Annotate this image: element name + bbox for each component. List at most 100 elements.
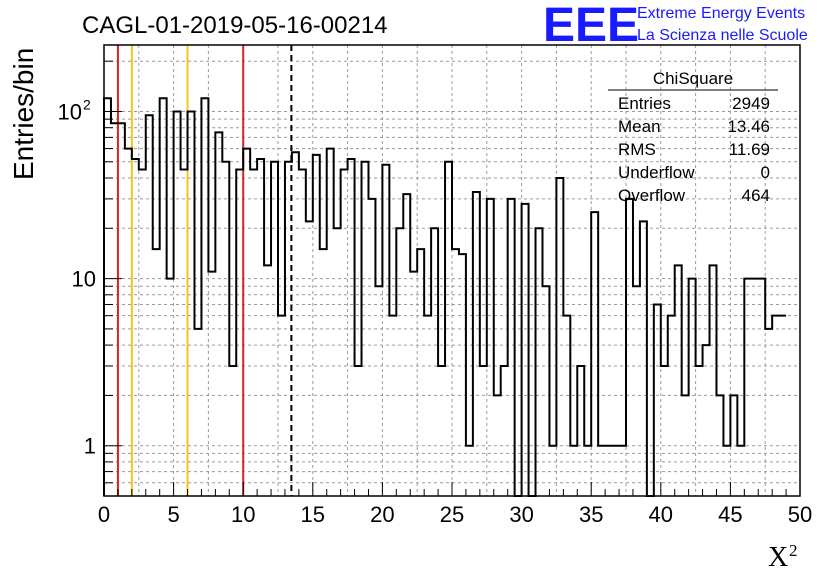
- histogram-bin: [556, 178, 563, 496]
- stats-row-value: 13.46: [727, 117, 770, 136]
- histogram-bin: [285, 162, 292, 496]
- histogram-bin: [696, 366, 703, 496]
- stats-row-label: RMS: [618, 140, 656, 159]
- x-tick-labels: 0 5 10 15 20 25 30 35 40 45 50: [98, 502, 812, 527]
- eee-logo-text: EEE: [543, 0, 639, 52]
- x-tick-label: 30: [509, 502, 533, 527]
- stats-rows: Entries 2949 Mean 13.46 RMS 11.69 Underflow 0 Ov…: [618, 94, 770, 205]
- histogram-bin: [174, 111, 181, 496]
- stats-row-value: 11.69: [729, 140, 770, 159]
- brand-logo: EEE Extreme Energy Events La Scienza nel…: [543, 0, 808, 52]
- histogram-bin: [320, 249, 327, 496]
- histogram-bin: [431, 228, 438, 496]
- x-axis-label-base: X: [768, 542, 788, 572]
- x-tick-label: 0: [98, 502, 110, 527]
- histogram-bin: [737, 446, 744, 496]
- histogram-bin: [723, 446, 730, 496]
- histogram-bin: [111, 123, 118, 496]
- histogram-bin: [417, 249, 424, 496]
- histogram-bin: [306, 221, 313, 496]
- histogram-bin: [640, 221, 647, 496]
- histogram-bin: [612, 446, 619, 496]
- histogram-bin: [549, 446, 556, 496]
- histogram-bin: [584, 446, 591, 496]
- histogram-bin: [257, 159, 264, 496]
- histogram-bin: [243, 149, 250, 496]
- x-tick-label: 45: [718, 502, 742, 527]
- histogram-bin: [487, 199, 494, 496]
- brand-line-1: Extreme Energy Events: [637, 5, 805, 22]
- histogram-bars: [103, 97, 787, 497]
- histogram-bin: [236, 169, 243, 496]
- x-tick-label: 5: [167, 502, 179, 527]
- x-tick-label: 50: [788, 502, 812, 527]
- stats-row-value: 2949: [732, 94, 770, 113]
- stats-box: ChiSquare Entries 2949 Mean 13.46 RMS 11.69 Un…: [608, 69, 778, 205]
- stats-row-value: 0: [761, 163, 770, 182]
- histogram-bin: [118, 123, 125, 496]
- histogram-bin: [633, 286, 640, 496]
- histogram-bin: [751, 279, 758, 496]
- histogram-bin: [313, 155, 320, 496]
- histogram-bin: [494, 395, 501, 496]
- histogram-bin: [570, 446, 577, 496]
- brand-line-2: La Scienza nelle Scuole: [637, 27, 808, 44]
- histogram-bin: [452, 249, 459, 496]
- histogram-bin: [264, 265, 271, 496]
- histogram-bin: [188, 111, 195, 496]
- histogram-bin: [375, 286, 382, 496]
- histogram-bin: [299, 169, 306, 496]
- histogram-bin: [167, 279, 174, 496]
- x-tick-label: 15: [301, 502, 325, 527]
- histogram-bin: [368, 199, 375, 496]
- histogram-bin: [765, 329, 772, 496]
- histogram-bin: [779, 316, 786, 496]
- histogram-bin: [758, 279, 765, 496]
- histogram-bin: [661, 366, 668, 496]
- x-axis-label-sup: 2: [789, 541, 798, 560]
- stats-row-label: Mean: [618, 117, 661, 136]
- histogram-bin: [104, 98, 111, 496]
- histogram-bin: [348, 159, 355, 496]
- histogram-bin: [292, 152, 299, 496]
- chart-title: CAGL-01-2019-05-16-00214: [82, 12, 388, 39]
- histogram-bin: [501, 366, 508, 496]
- histogram-bin: [229, 366, 236, 496]
- histogram-bin: [396, 228, 403, 496]
- histogram-bin: [703, 345, 710, 496]
- histogram-bin: [132, 159, 139, 496]
- x-axis-label: X 2: [768, 541, 798, 572]
- histogram-bin: [591, 212, 598, 496]
- histogram-bin: [208, 272, 215, 496]
- histogram-bin: [445, 162, 452, 496]
- histogram-bin: [278, 316, 285, 496]
- histogram-bin: [146, 115, 153, 496]
- histogram-bin: [222, 162, 229, 496]
- histogram-bin: [772, 316, 779, 496]
- histogram-bin: [181, 169, 188, 496]
- histogram-bin: [675, 265, 682, 496]
- axis-ticks: [103, 60, 801, 496]
- histogram-bin: [682, 395, 689, 496]
- histogram-bin: [139, 169, 146, 496]
- histogram-bin: [605, 446, 612, 496]
- y-tick-label: 10: [72, 267, 96, 292]
- histogram-bin: [536, 228, 543, 496]
- histogram-bin: [382, 165, 389, 496]
- x-tick-label: 25: [440, 502, 464, 527]
- histogram-bin: [668, 316, 675, 496]
- histogram-bin: [362, 162, 369, 496]
- histogram-bin: [403, 194, 410, 496]
- histogram-bin: [410, 272, 417, 496]
- histogram-bin: [334, 228, 341, 496]
- histogram-bin: [194, 329, 201, 496]
- histogram-bin: [424, 316, 431, 496]
- histogram-bin: [466, 446, 473, 496]
- histogram-bin: [215, 132, 222, 496]
- histogram-bin: [744, 279, 751, 496]
- histogram-bin: [160, 98, 167, 496]
- histogram-bin: [716, 395, 723, 496]
- histogram-bin: [153, 249, 160, 496]
